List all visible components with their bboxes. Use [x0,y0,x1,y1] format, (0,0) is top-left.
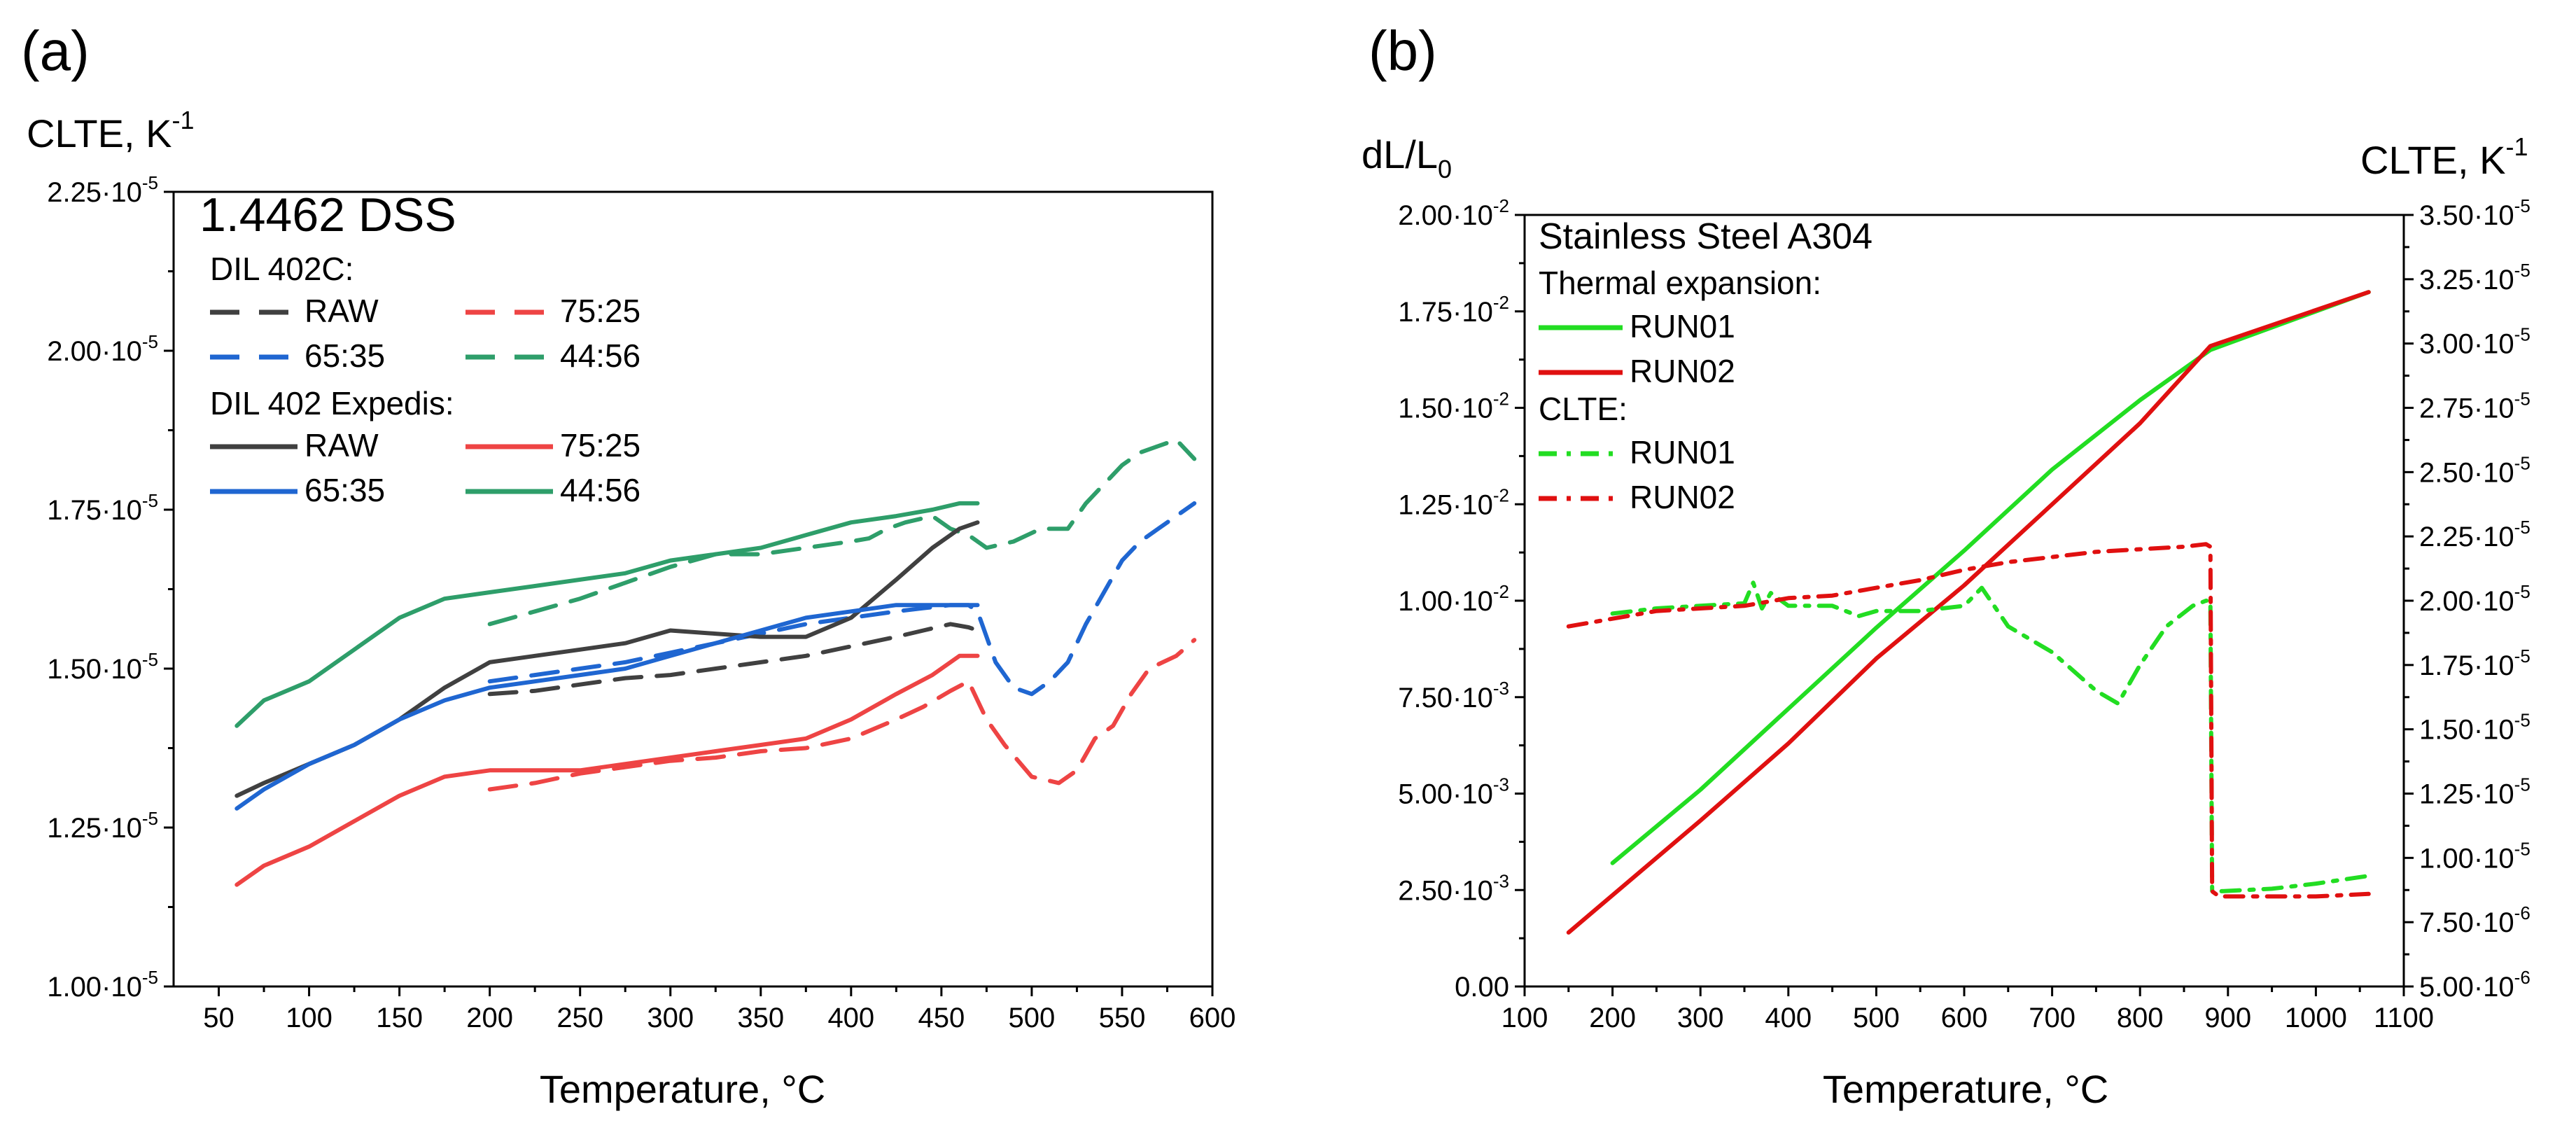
legend-label: 75:25 [560,427,640,463]
y-left-tick-label: 2.50·10-3 [1398,870,1509,906]
y-right-tick-label: 3.25·10-5 [2419,260,2530,295]
series-line-75-25-dil-402-expedis [234,653,980,887]
y-right-tick-label: 2.50·10-5 [2419,452,2530,488]
series-line-44-56-dil-402-expedis [234,501,980,728]
panel-a-title: 1.4462 DSS [200,188,456,242]
x-tick-label: 200 [466,1003,513,1033]
x-tick-label: 100 [286,1003,332,1033]
x-tick-label: 500 [1853,1003,1900,1033]
y-right-tick-label: 1.00·10-5 [2419,838,2530,874]
y-tick-label: 1.25·10-5 [47,808,158,844]
panel-b-right-axis-title: CLTE, K-1 [2360,132,2528,182]
x-tick-label: 700 [2029,1003,2076,1033]
panel-b-series [1566,290,2371,935]
x-tick-label: 800 [2117,1003,2164,1033]
legend-label: RAW [304,293,379,329]
panel-b-label: (b) [1368,20,1437,82]
series-line-65-35-dil-402c [487,501,1197,697]
y-tick-label: 1.50·10-5 [47,649,158,685]
y-tick-label: 2.00·10-5 [47,331,158,367]
panel-a: (a) CLTE, K-1 Temperature, °C 1.4462 DSS… [21,20,1236,1111]
panel-a-series [234,438,1197,887]
panel-b-axes: 100 200 300 400 500 600 700 800 900 1000 1100 0.00 2… [1398,195,2530,1033]
x-tick-label: 250 [556,1003,603,1033]
y-right-tick-label: 2.25·10-5 [2419,517,2530,552]
panel-b-plot-frame [1523,214,2405,988]
series-line-clte-run02 [1566,542,2371,899]
y-left-tick-label: 1.25·10-2 [1398,484,1509,520]
x-tick-label: 50 [203,1003,234,1033]
series-line-clte-run01 [1610,580,2371,894]
series-line-expansion-run01 [1610,290,2371,865]
x-tick-label: 400 [1765,1003,1812,1033]
y-right-tick-label: 5.00·10-6 [2419,967,2530,1003]
y-right-tick-label: 1.25·10-5 [2419,774,2530,810]
y-right-tick-label: 3.00·10-5 [2419,324,2530,360]
panel-a-y-axis-title: CLTE, K-1 [27,106,194,155]
panel-b-legend: Thermal expansion:CLTE:RUN01RUN02RUN01RU… [1539,265,1821,515]
legend-label: RUN02 [1630,353,1735,389]
y-left-tick-label: 2.00·10-2 [1398,195,1509,231]
y-left-tick-label: 0.00 [1455,972,1509,1003]
y-left-tick-label: 5.00·10-3 [1398,774,1509,810]
series-line-65-35-dil-402-expedis [234,603,980,811]
x-tick-label: 300 [1677,1003,1724,1033]
legend-label: 65:35 [304,337,385,374]
x-tick-label: 400 [827,1003,874,1033]
panel-a-legend: DIL 402C: DIL 402 Expedis: RAW 75:25 65:35 44… [210,251,640,508]
panel-a-plot-frame [172,190,1214,988]
y-right-tick-label: 2.75·10-5 [2419,389,2530,424]
y-right-tick-label: 1.50·10-5 [2419,710,2530,746]
x-tick-label: 600 [1189,1003,1236,1033]
y-tick-label: 2.25·10-5 [47,172,158,208]
x-tick-label: 100 [1502,1003,1548,1033]
panel-b: (b) dL/L0 CLTE, K-1 Temperature, °C Stai… [1362,20,2530,1111]
panel-a-x-axis-title: Temperature, °C [540,1067,825,1111]
legend-label: 44:56 [560,337,640,374]
y-tick-label: 1.75·10-5 [47,490,158,526]
y-right-tick-label: 2.00·10-5 [2419,581,2530,617]
x-tick-label: 1000 [2285,1003,2347,1033]
x-tick-label: 500 [1009,1003,1056,1033]
series-line-RAW-dil-402c [487,622,980,697]
legend-group-title: Thermal expansion: [1539,265,1821,301]
x-tick-label: 200 [1589,1003,1636,1033]
legend-group-title: DIL 402 Expedis: [210,385,454,421]
legend-label: 44:56 [560,472,640,508]
y-tick-label: 1.00·10-5 [47,967,158,1003]
legend-group-title: DIL 402C: [210,251,354,287]
series-line-RAW-dil-402-expedis [234,520,980,798]
legend-label: RUN02 [1630,479,1735,515]
y-right-tick-label: 3.50·10-5 [2419,195,2530,231]
x-tick-label: 900 [2204,1003,2251,1033]
y-right-tick-label: 1.75·10-5 [2419,646,2530,681]
x-tick-label: 150 [376,1003,423,1033]
y-right-tick-label: 7.50·10-6 [2419,902,2530,938]
x-tick-label: 300 [647,1003,694,1033]
y-left-tick-label: 1.75·10-2 [1398,292,1509,328]
panel-a-label: (a) [21,20,90,82]
x-tick-label: 450 [918,1003,965,1033]
legend-label: RUN01 [1630,434,1735,470]
legend-label: 65:35 [304,472,385,508]
x-tick-label: 350 [737,1003,784,1033]
legend-label: 75:25 [560,293,640,329]
y-left-tick-label: 1.00·10-2 [1398,581,1509,617]
y-left-tick-label: 7.50·10-3 [1398,678,1509,713]
series-line-expansion-run02 [1566,290,2371,935]
panel-b-x-axis-title: Temperature, °C [1823,1067,2108,1111]
legend-group-title: CLTE: [1539,391,1628,427]
series-line-75-25-dil-402c [487,638,1197,792]
x-tick-label: 550 [1099,1003,1146,1033]
panel-b-title: Stainless Steel A304 [1539,216,1872,257]
panel-b-left-axis-title: dL/L0 [1362,132,1452,183]
y-left-tick-label: 1.50·10-2 [1398,389,1509,424]
x-tick-label: 1100 [2374,1003,2434,1033]
x-tick-label: 600 [1941,1003,1988,1033]
panel-a-axes: 50 100 150 200 250 300 350 400 450 500 550 600 1.00·… [47,172,1236,1033]
legend-label: RAW [304,427,379,463]
legend-label: RUN01 [1630,308,1735,344]
series-line-44-56-dil-402c [487,438,1197,627]
